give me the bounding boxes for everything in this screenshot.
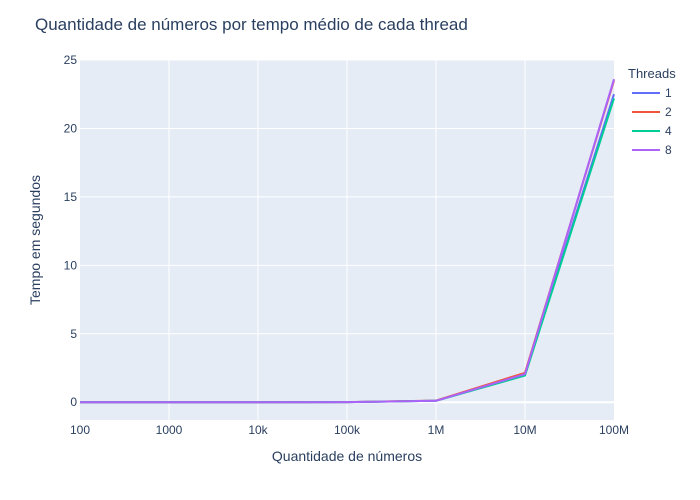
legend-title: Threads — [628, 66, 676, 81]
legend-label-4: 4 — [665, 124, 672, 138]
y-axis-ticks: 0 5 10 15 20 25 — [64, 53, 78, 409]
y-tick-label: 15 — [64, 190, 78, 204]
x-tick-label: 100k — [334, 423, 361, 437]
series-lines — [80, 78, 615, 404]
x-axis-ticks: 100 1000 10k 100k 1M 10M 100M — [70, 423, 629, 437]
y-tick-label: 20 — [64, 121, 78, 135]
x-tick-label: 1000 — [156, 423, 183, 437]
x-axis-title: Quantidade de números — [272, 448, 422, 464]
x-tick-label: 100 — [70, 423, 90, 437]
legend-label-1: 1 — [665, 86, 672, 100]
x-tick-label: 1M — [428, 423, 445, 437]
x-tick-label: 10k — [248, 423, 268, 437]
legend-label-2: 2 — [665, 105, 672, 119]
y-tick-label: 10 — [64, 258, 78, 272]
chart-title: Quantidade de números por tempo médio de… — [35, 15, 468, 34]
x-tick-label: 100M — [599, 423, 629, 437]
y-tick-label: 0 — [70, 395, 77, 409]
series-line-8 — [80, 78, 615, 404]
legend-label-8: 8 — [665, 143, 672, 157]
y-tick-label: 5 — [70, 327, 77, 341]
x-tick-label: 10M — [513, 423, 536, 437]
y-axis-title: Tempo em segundos — [27, 175, 43, 305]
legend: Threads 1 2 4 8 — [628, 66, 676, 157]
y-tick-label: 25 — [64, 53, 78, 67]
